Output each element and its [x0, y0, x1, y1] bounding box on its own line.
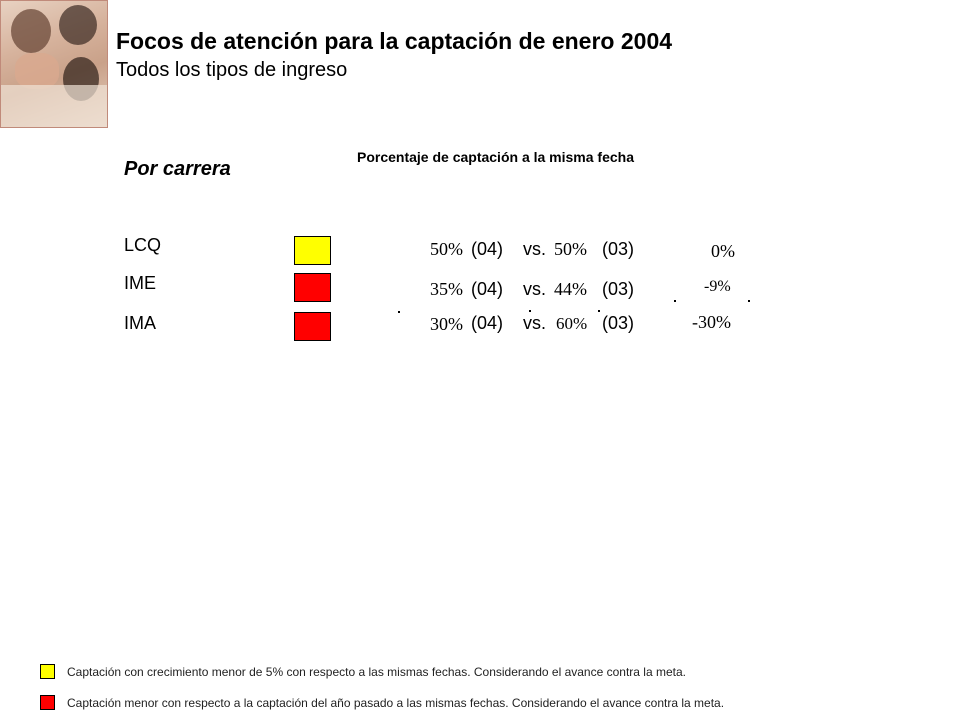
decorative-dot	[398, 311, 400, 313]
pct-2004-ime: 35%	[430, 279, 463, 299]
pct-2003-lcq: 50%	[554, 239, 587, 259]
section-title: Por carrera	[124, 158, 231, 180]
diff-ime: -9%	[704, 278, 731, 295]
decorative-dot	[529, 310, 531, 312]
legend-text-yellow: Captación con crecimiento menor de 5% co…	[67, 665, 686, 679]
column-header: Porcentaje de captación a la misma fecha	[357, 149, 635, 165]
row-label-ime: IME	[124, 273, 157, 293]
decorative-dot	[748, 300, 750, 302]
vs-ima: vs.	[523, 313, 547, 333]
tag-2003-ima: (03)	[602, 313, 635, 333]
legend-swatch-red	[40, 695, 55, 710]
decorative-dot	[674, 300, 676, 302]
diff-ima: -30%	[692, 312, 731, 332]
page-subtitle: Todos los tipos de ingreso	[116, 59, 348, 81]
status-swatch-ime	[294, 273, 331, 302]
tag-2003-ime: (03)	[602, 279, 635, 299]
status-swatch-lcq	[294, 236, 331, 265]
pct-2003-ima: 60%	[556, 314, 588, 333]
tag-2004-ime: (04)	[471, 279, 504, 299]
vs-lcq: vs.	[523, 239, 547, 259]
page-title: Focos de atención para la captación de e…	[116, 28, 673, 54]
tag-2003-lcq: (03)	[602, 239, 635, 259]
tag-2004-ima: (04)	[471, 313, 504, 333]
students-photo	[0, 0, 108, 128]
pct-2004-lcq: 50%	[430, 239, 463, 259]
decorative-dot	[598, 310, 600, 312]
pct-2004-ima: 30%	[430, 314, 463, 334]
legend-text-red: Captación menor con respecto a la captac…	[67, 696, 725, 710]
status-swatch-ima	[294, 312, 331, 341]
vs-ime: vs.	[523, 279, 547, 299]
pct-2003-ime: 44%	[554, 279, 587, 299]
diff-lcq: 0%	[711, 241, 735, 261]
tag-2004-lcq: (04)	[471, 239, 504, 259]
row-label-ima: IMA	[124, 313, 157, 333]
legend-swatch-yellow	[40, 664, 55, 679]
row-label-lcq: LCQ	[124, 235, 162, 255]
